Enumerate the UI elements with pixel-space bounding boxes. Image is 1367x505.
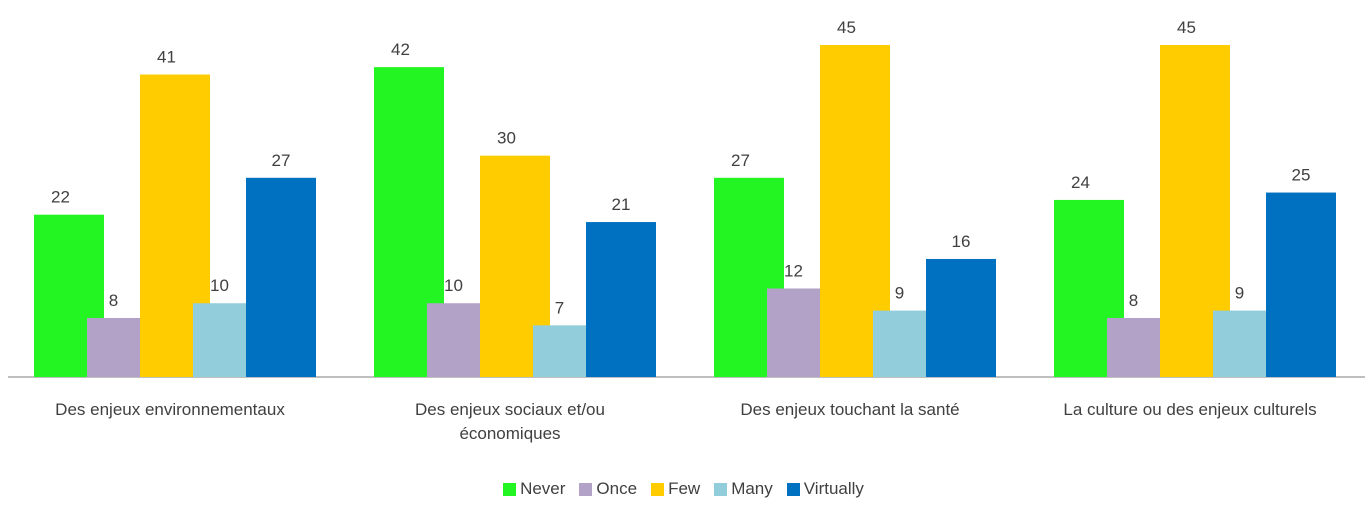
x-tick-label: Des enjeux sociaux et/ou économiques — [415, 400, 605, 443]
data-label: 21 — [612, 195, 631, 214]
bar — [246, 177, 316, 377]
x-tick-label: Des enjeux touchant la santé — [740, 400, 960, 419]
data-label: 27 — [731, 151, 750, 170]
data-label: 8 — [1129, 291, 1138, 310]
data-label: 42 — [391, 40, 410, 59]
legend-swatch — [714, 482, 728, 496]
legend-item: Few — [651, 479, 700, 499]
data-label: 30 — [497, 129, 516, 148]
legend-swatch — [579, 482, 593, 496]
legend-label: Virtually — [803, 479, 864, 498]
data-label: 10 — [210, 276, 229, 295]
legend-item: Never — [503, 479, 565, 499]
data-label: 9 — [1235, 284, 1244, 303]
data-label: 8 — [109, 291, 118, 310]
data-label: 7 — [555, 298, 564, 317]
legend-label: Few — [668, 479, 701, 498]
data-label: 41 — [157, 48, 176, 67]
legend-swatch — [786, 482, 800, 496]
data-label: 45 — [1177, 18, 1196, 37]
legend-label: Never — [520, 479, 566, 498]
x-tick-label: La culture ou des enjeux culturels — [1063, 400, 1317, 419]
data-label: 22 — [51, 188, 70, 207]
legend-item: Virtually — [786, 479, 864, 499]
data-label: 45 — [837, 18, 856, 37]
x-tick-label: Des enjeux environnementaux — [55, 400, 285, 419]
data-label: 9 — [895, 284, 904, 303]
bar — [926, 258, 996, 377]
data-label: 24 — [1071, 173, 1090, 192]
legend-label: Many — [731, 479, 773, 498]
data-label: 10 — [444, 276, 463, 295]
bar — [1266, 192, 1336, 377]
data-label: 16 — [952, 232, 971, 251]
legend-swatch — [503, 482, 517, 496]
data-label: 25 — [1292, 166, 1311, 185]
bar — [586, 222, 656, 377]
legend-item: Many — [714, 479, 773, 499]
legend-item: Once — [579, 479, 637, 499]
data-label: 12 — [784, 261, 803, 280]
legend: Never Once Few Many Virtually — [0, 479, 1367, 499]
data-label: 27 — [272, 151, 291, 170]
legend-label: Once — [596, 479, 638, 498]
legend-swatch — [651, 482, 665, 496]
